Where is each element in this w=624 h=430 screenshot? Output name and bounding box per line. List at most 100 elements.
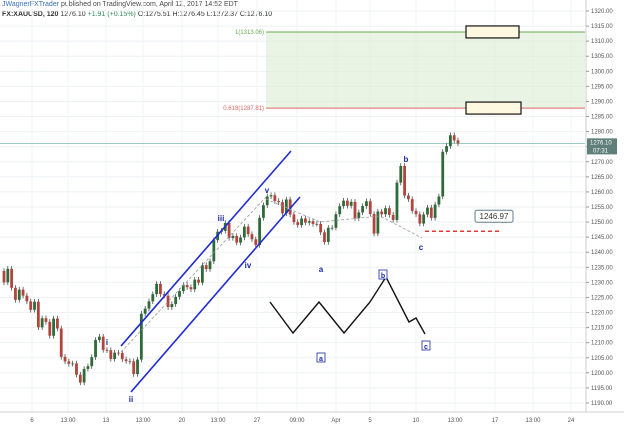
wave-label: ii <box>129 395 133 404</box>
price-tick-label: 1305.00 <box>591 54 613 60</box>
candle-body <box>227 222 231 239</box>
time-tick-label: Apr <box>331 418 340 424</box>
price-tick-label: 1290.00 <box>591 99 613 105</box>
candle-body <box>105 349 109 351</box>
candle-body <box>101 336 105 350</box>
candle-body <box>235 235 239 243</box>
author-name[interactable]: JWagnerFXTrader <box>2 1 60 8</box>
price-tick-label: 1215.00 <box>591 326 613 332</box>
wave-label: iv <box>245 261 252 270</box>
candle-body <box>307 221 311 223</box>
candle-body <box>456 140 460 144</box>
last-value: 1276.10 <box>60 11 86 18</box>
fib-target-box-lower <box>465 101 522 115</box>
wave-label: iii <box>218 214 225 223</box>
candle-body <box>399 165 403 183</box>
candle-body <box>185 285 189 288</box>
diagram-label-box <box>378 269 388 280</box>
time-tick-label: 10 <box>413 418 420 424</box>
candle-body <box>17 289 21 300</box>
candle-body <box>212 240 216 262</box>
candle-body <box>120 352 124 360</box>
candlesticks <box>2 132 460 386</box>
candle-body <box>86 366 90 369</box>
candle-body <box>40 318 44 328</box>
fib-level-1-label: 1(1313.06) <box>235 30 264 36</box>
time-axis: 6 13:00 13 13:00 20 13:00 27 09:00 Apr 5 10 13:00 17… <box>0 411 624 424</box>
candle-body <box>353 201 357 219</box>
price-tick-label: 1230.00 <box>591 280 613 286</box>
abc-diagram-line <box>269 275 426 335</box>
publish-header: JWagnerFXTrader published on TradingView… <box>2 1 238 8</box>
wave-label: a <box>319 265 324 274</box>
candle-body <box>376 211 380 234</box>
time-tick-label: 17 <box>492 418 499 424</box>
candle-body <box>254 239 258 245</box>
candle-body <box>21 289 25 296</box>
candle-body <box>78 374 82 383</box>
candle-body <box>418 214 422 224</box>
candle-body <box>239 237 242 243</box>
candle-body <box>448 135 452 147</box>
candle-body <box>56 318 59 329</box>
candle-body <box>372 213 376 234</box>
candle-body <box>357 212 361 219</box>
candle-body <box>250 234 254 240</box>
candle-body <box>269 195 273 197</box>
candle-body <box>174 296 178 305</box>
change-value: +1.91 (+0.15%) <box>87 11 136 18</box>
time-tick-label: 13:00 <box>135 418 151 424</box>
price-tick-label: 1320.00 <box>591 9 613 15</box>
candle-body <box>349 201 353 206</box>
candle-body <box>403 165 406 196</box>
channel-lower-line <box>130 196 301 393</box>
candle-body <box>25 295 29 302</box>
price-tick-label: 1240.00 <box>591 250 613 256</box>
fibonacci-target-zone <box>266 31 585 109</box>
correction-dashed-line <box>265 198 423 239</box>
price-tick-label: 1235.00 <box>591 265 613 271</box>
price-axis: 1190.00 1195.00 1200.00 1205.00 1210.00 1215.… <box>585 0 613 412</box>
price-tick-label: 1195.00 <box>591 386 613 392</box>
candle-body <box>143 308 147 314</box>
time-tick-label: 13:00 <box>525 418 541 424</box>
price-tick-label: 1200.00 <box>591 371 613 377</box>
candle-body <box>193 279 197 290</box>
candle-body <box>338 206 342 215</box>
candle-body <box>284 199 288 214</box>
candle-body <box>303 218 307 223</box>
candle-body <box>384 208 387 215</box>
candle-body <box>117 352 120 354</box>
candle-body <box>155 283 159 295</box>
candle-body <box>2 270 6 283</box>
candle-body <box>334 214 338 228</box>
candle-body <box>391 214 395 220</box>
candle-body <box>109 350 113 359</box>
high-value: H:1276.45 <box>172 11 205 18</box>
candle-body <box>380 211 384 215</box>
wave-label: i <box>106 338 108 347</box>
diagram-label: c <box>424 344 428 351</box>
wave-label: c <box>419 243 424 252</box>
candle-body <box>326 227 330 242</box>
candle-body <box>147 301 151 309</box>
price-tick-label: 1220.00 <box>591 311 613 317</box>
candle-body <box>426 207 429 215</box>
candle-body <box>63 356 67 362</box>
candle-body <box>311 221 315 224</box>
wave-label: b <box>404 155 409 164</box>
candle-body <box>162 294 166 296</box>
candle-body <box>67 361 71 364</box>
candle-body <box>296 222 300 226</box>
candle-body <box>6 268 10 283</box>
candle-body <box>208 261 212 270</box>
candle-body <box>29 301 33 310</box>
candle-body <box>36 301 40 328</box>
candle-body <box>200 265 204 283</box>
channel-upper-line <box>120 150 292 347</box>
open-value: O:1275.51 <box>137 11 171 18</box>
candle-body <box>292 214 296 223</box>
candle-body <box>315 223 319 225</box>
